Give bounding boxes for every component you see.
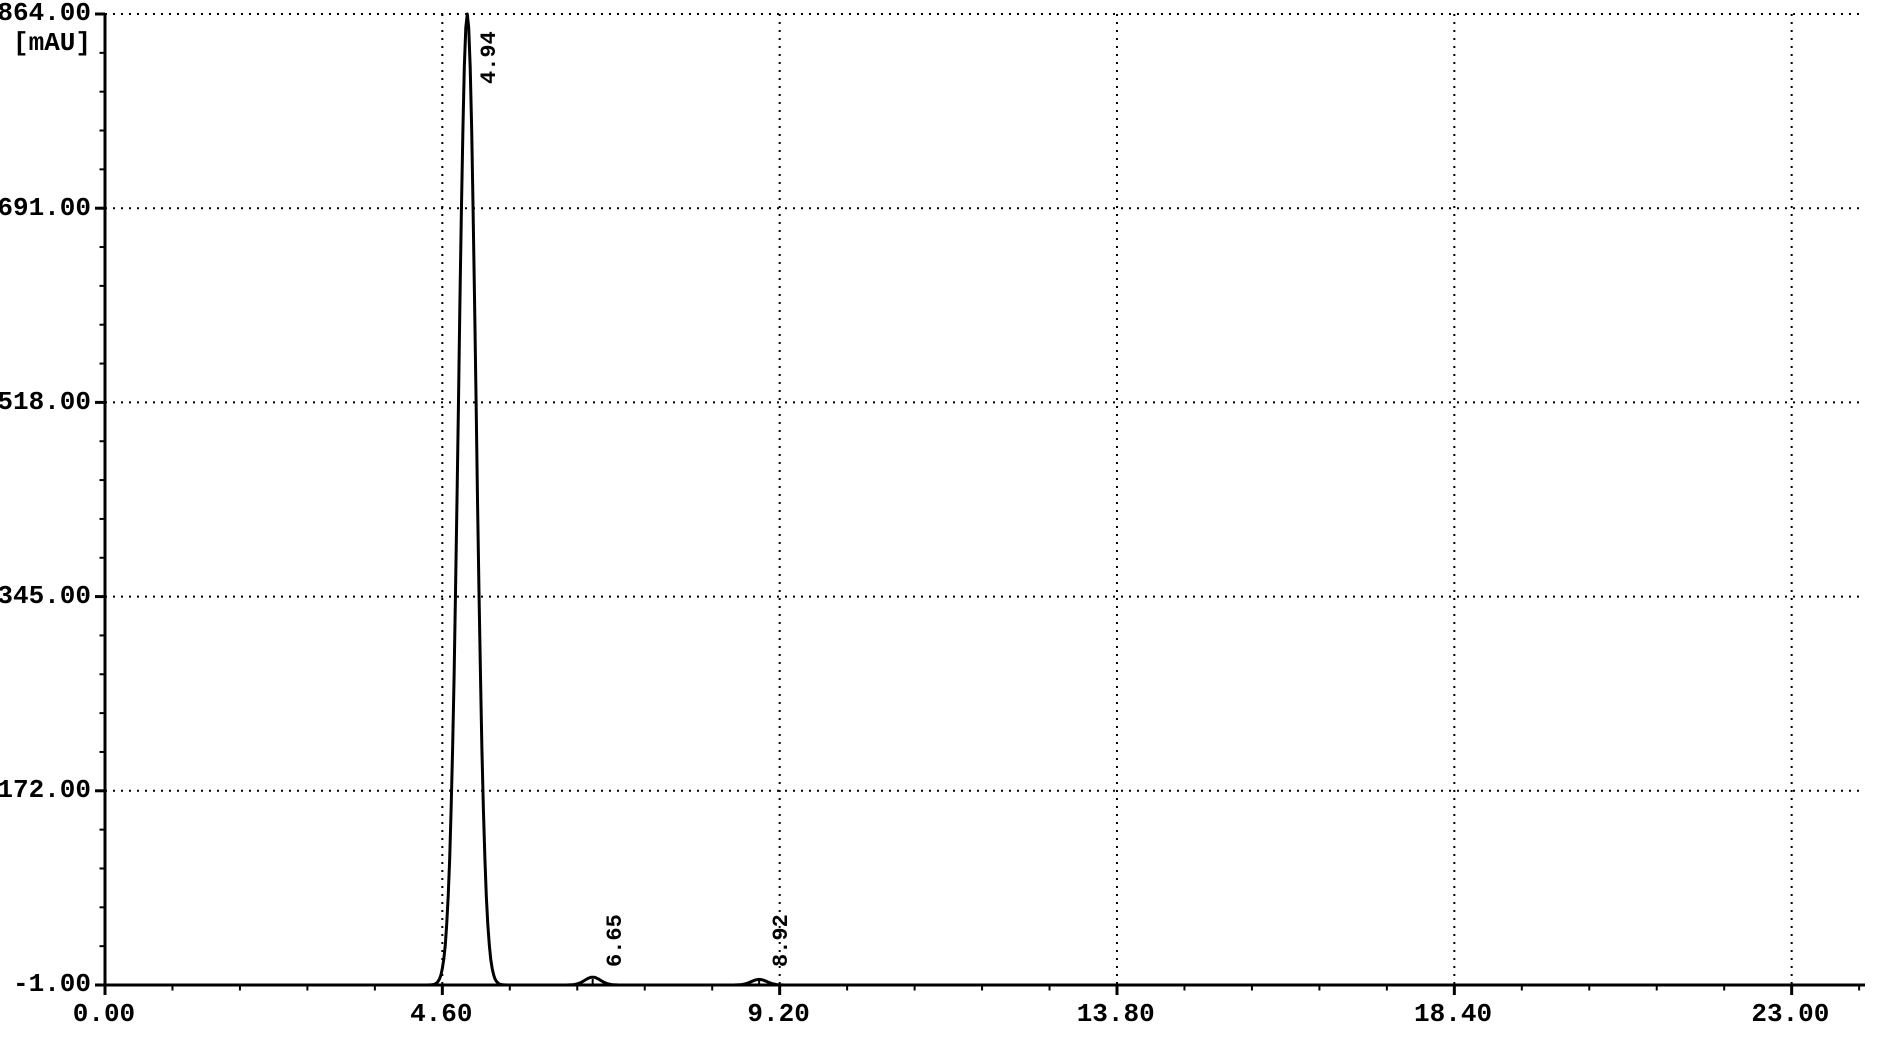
y-tick-label: 518.00 <box>0 387 91 417</box>
peak-label: 8.92 <box>769 914 794 967</box>
y-axis-unit-label: [mAU] <box>13 28 91 58</box>
chart-svg <box>0 0 1879 1054</box>
peak-label: 6.65 <box>603 914 628 967</box>
peak-label: 4.94 <box>477 31 502 84</box>
x-tick-label: 18.40 <box>1414 999 1492 1029</box>
x-tick-label: 0.00 <box>73 999 135 1029</box>
x-tick-label: 13.80 <box>1077 999 1155 1029</box>
y-tick-label: 864.00 <box>0 0 91 28</box>
y-tick-label: 345.00 <box>0 581 91 611</box>
chromatogram-chart: -1.00 172.00 345.00 518.00 691.00 864.00[mAU]… <box>0 0 1879 1054</box>
y-tick-label: -1.00 <box>13 969 91 999</box>
y-tick-label: 691.00 <box>0 193 91 223</box>
x-tick-label: 23.00 <box>1751 999 1829 1029</box>
x-tick-label: 4.60 <box>410 999 472 1029</box>
y-tick-label: 172.00 <box>0 775 91 805</box>
x-tick-label: 9.20 <box>747 999 809 1029</box>
